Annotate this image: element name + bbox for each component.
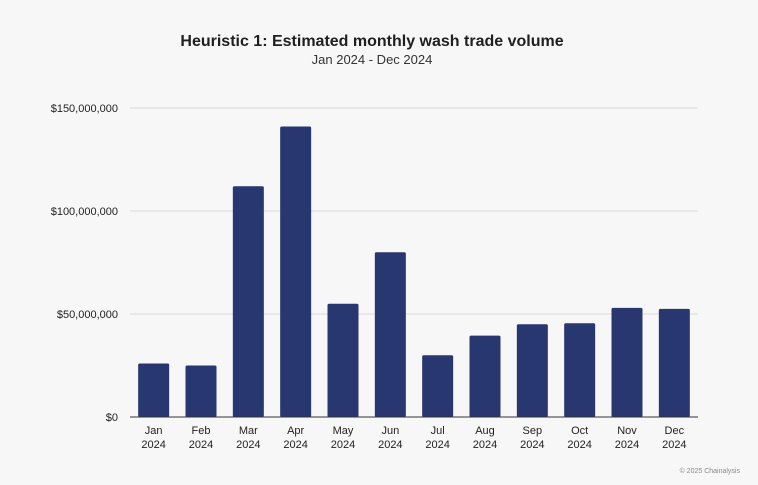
- x-tick-label: Jan 2024: [141, 425, 165, 451]
- bar: [564, 323, 596, 417]
- bars: [138, 126, 690, 417]
- x-tick-label: Mar 2024: [236, 425, 260, 451]
- bar: [422, 355, 454, 417]
- bar: [374, 252, 406, 417]
- x-tick-label: Jul 2024: [425, 425, 449, 451]
- bar: [185, 365, 217, 417]
- bar: [327, 303, 359, 417]
- x-tick-label: Dec 2024: [662, 425, 686, 451]
- chart-subtitle: Jan 2024 - Dec 2024: [312, 52, 433, 67]
- x-tick-label: Feb 2024: [189, 425, 213, 451]
- gridlines: [130, 107, 698, 315]
- x-tick-label: May 2024: [331, 425, 355, 451]
- bar: [516, 324, 548, 417]
- y-tick-label: $0: [106, 412, 118, 424]
- y-tick-label: $150,000,000: [51, 103, 118, 115]
- bar: [280, 126, 312, 417]
- x-tick-label: Nov 2024: [615, 425, 639, 451]
- bar: [232, 186, 264, 417]
- x-tick-label: Sep 2024: [520, 425, 544, 451]
- copyright-credit: © 2025 Chainalysis: [680, 467, 741, 475]
- x-tick-label: Aug 2024: [473, 425, 497, 451]
- x-tick-label: Apr 2024: [283, 425, 307, 451]
- y-tick-label: $100,000,000: [51, 206, 118, 218]
- axes: $0 $50,000,000 $100,000,000 $150,000,000 Jan…: [51, 103, 698, 451]
- x-tick-label: Oct 2024: [567, 425, 591, 451]
- bar: [658, 308, 690, 417]
- bar: [138, 363, 170, 417]
- x-tick-label: Jun 2024: [378, 425, 402, 451]
- bar: [469, 335, 501, 417]
- bar: [611, 307, 643, 417]
- chart-title: Heuristic 1: Estimated monthly wash trad…: [180, 33, 563, 50]
- y-tick-label: $50,000,000: [57, 309, 118, 321]
